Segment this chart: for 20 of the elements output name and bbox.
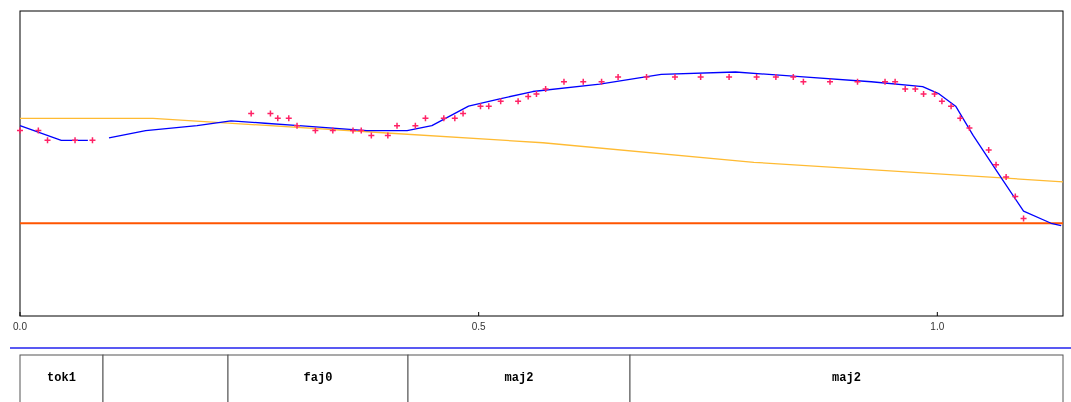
point	[725, 73, 733, 81]
point	[881, 78, 889, 86]
point	[671, 73, 679, 81]
point	[891, 78, 899, 86]
point	[614, 73, 622, 81]
point	[560, 78, 568, 86]
point	[1002, 173, 1010, 181]
text: maj2	[832, 371, 861, 385]
x-tick-label: 0.0	[13, 321, 28, 332]
point	[772, 73, 780, 81]
point	[826, 78, 834, 86]
text: tok1	[47, 371, 76, 385]
point	[947, 102, 955, 110]
x-tick-label: 1.0	[930, 321, 945, 332]
x-tick-label: 0.5	[471, 321, 487, 332]
text: faj0	[303, 371, 333, 385]
point	[485, 102, 493, 110]
point	[901, 85, 909, 93]
text: maj2	[504, 371, 534, 385]
point	[579, 78, 587, 86]
